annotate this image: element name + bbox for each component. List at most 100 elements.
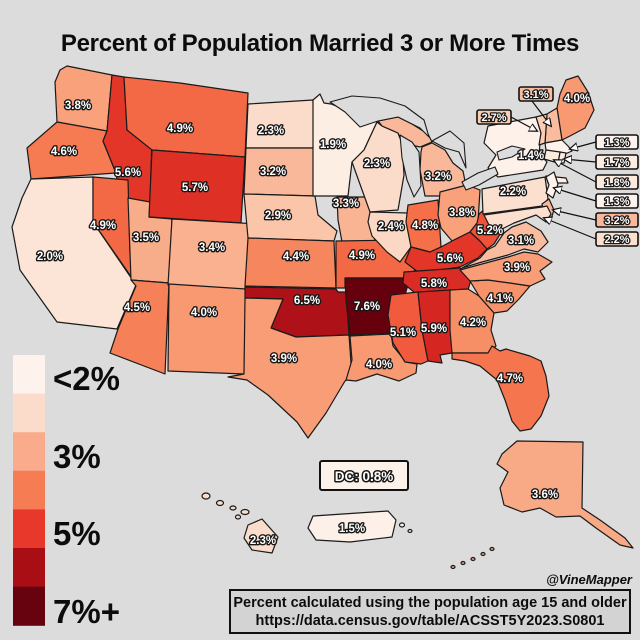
value-label-pr: 1.5% [339, 523, 365, 535]
callout-leader-nj [554, 188, 597, 202]
value-label-sc: 4.1% [487, 293, 513, 305]
lake-michigan [399, 134, 422, 198]
callout-box-ri [595, 154, 639, 170]
value-label-ar: 7.6% [354, 301, 380, 313]
aleutian-islands [480, 551, 486, 557]
value-label-nv: 4.9% [90, 220, 116, 232]
legend-label-7plus: 7%+ [53, 593, 120, 630]
value-label-oh: 3.8% [449, 207, 475, 219]
value-label-ak: 3.6% [532, 489, 558, 501]
callout-value-md: 2.2% [604, 234, 629, 246]
callout-leader-ma [570, 141, 597, 149]
legend-label-under2: <2% [53, 360, 120, 397]
value-label-al: 5.9% [421, 323, 447, 335]
source-line2: https://data.census.gov/table/ACSST5Y202… [256, 613, 605, 629]
states-layer [11, 65, 634, 554]
state-ks [244, 237, 337, 289]
value-label-mn: 1.9% [320, 139, 346, 151]
state-va [461, 221, 549, 269]
value-label-mi: 3.2% [425, 171, 451, 183]
value-label-la: 4.0% [366, 359, 392, 371]
lake-ontario [496, 145, 526, 161]
hawaii-islands [240, 508, 250, 516]
callout-value-ct: 1.8% [604, 177, 629, 189]
lake-erie [461, 166, 499, 191]
value-label-ia: 3.3% [333, 198, 359, 210]
legend-swatch-4 [13, 509, 45, 549]
legend-swatch-5 [13, 548, 45, 588]
state-ak [496, 440, 634, 549]
value-label-ne: 2.9% [265, 210, 291, 222]
pr-small-islands [398, 522, 406, 528]
legend-label-5: 5% [53, 515, 101, 552]
aleutian-islands [450, 564, 456, 570]
value-label-wa: 3.8% [65, 100, 91, 112]
pr-small-islands [407, 528, 413, 534]
callout-leader-de [553, 210, 597, 221]
legend-swatch-2 [13, 432, 45, 472]
value-label-ca: 2.0% [37, 251, 63, 263]
state-nm [167, 283, 247, 375]
callout-leader-md [544, 218, 597, 240]
state-me [556, 75, 595, 141]
callout-value-nh: 3.1% [523, 89, 548, 101]
state-nc [459, 251, 553, 287]
callout-value-ri: 1.7% [604, 157, 629, 169]
callout-value-nj: 1.3% [604, 196, 629, 208]
aleutian-islands [460, 560, 466, 566]
value-label-ga: 4.2% [460, 317, 486, 329]
value-label-in: 4.8% [412, 220, 438, 232]
state-hi [243, 518, 279, 554]
value-label-me: 4.0% [564, 93, 590, 105]
value-label-pa: 2.2% [500, 186, 526, 198]
source-line1: Percent calculated using the population … [233, 595, 627, 611]
hawaii-islands [234, 514, 242, 520]
callout-leader-nh [531, 100, 551, 126]
value-label-mo: 4.9% [349, 250, 375, 262]
aleutian-islands [470, 556, 476, 562]
state-la [345, 333, 418, 382]
callout-box-vt [476, 109, 512, 125]
legend-swatch-1 [13, 393, 45, 433]
callout-box-ct [595, 174, 639, 190]
callout-box-de [595, 212, 639, 228]
value-label-ut: 3.5% [133, 232, 159, 244]
source-box: Percent calculated using the population … [229, 589, 631, 634]
value-label-ok: 6.5% [294, 295, 320, 307]
value-label-sd: 3.2% [260, 166, 286, 178]
state-pr [307, 510, 397, 543]
callout-leader-vt [510, 116, 537, 131]
callout-value-ma: 1.3% [604, 137, 629, 149]
state-ga [449, 288, 497, 354]
value-label-ks: 4.4% [283, 251, 309, 263]
attribution: @VineMapper [546, 572, 633, 587]
callout-box-nj [595, 193, 639, 209]
lake-superior [329, 95, 430, 138]
value-label-ky: 5.6% [437, 253, 463, 265]
value-label-wv: 5.2% [477, 225, 503, 237]
value-label-va: 3.1% [508, 235, 534, 247]
value-label-az: 4.5% [124, 302, 150, 314]
hawaii-islands [215, 499, 225, 507]
state-wa [54, 65, 113, 132]
value-label-il: 2.4% [378, 221, 404, 233]
lake-huron [431, 130, 467, 169]
northeast-callouts: 3.1% 2.7% 1.3% 1.7% 1.8% 1.3% 3.2% 2.2% [476, 86, 639, 247]
aleutian-islands [489, 546, 495, 552]
great-lakes [329, 95, 526, 198]
callout-box-md [595, 231, 639, 247]
value-label-wi: 2.3% [364, 158, 390, 170]
state-md [483, 205, 552, 231]
value-label-wy: 5.7% [182, 182, 208, 194]
value-label-tx: 3.9% [271, 353, 297, 365]
hawaii-islands [201, 492, 211, 500]
hawaii-islands [229, 505, 237, 511]
value-label-ms: 5.1% [390, 327, 416, 339]
legend-swatch-3 [13, 470, 45, 510]
value-label-co: 3.4% [199, 242, 225, 254]
callout-box-nh [518, 86, 554, 102]
value-label-nc: 3.9% [504, 262, 530, 274]
value-label-or: 4.6% [51, 146, 77, 158]
state-tx [227, 297, 353, 439]
small-islands-layer [201, 492, 495, 570]
